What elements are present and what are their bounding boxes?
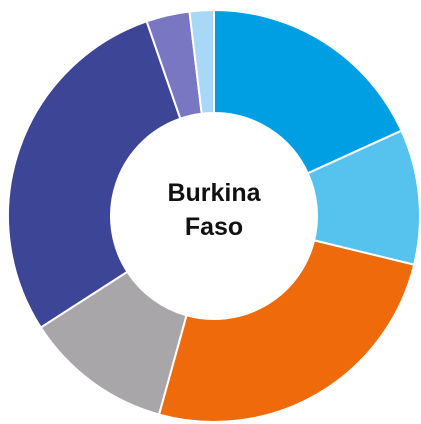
donut-segment: [157, 239, 416, 423]
donut-segment: [7, 20, 182, 329]
center-title: Burkina Faso: [167, 179, 261, 241]
donut-segment: [188, 8, 215, 115]
donut-segment: [213, 8, 403, 175]
